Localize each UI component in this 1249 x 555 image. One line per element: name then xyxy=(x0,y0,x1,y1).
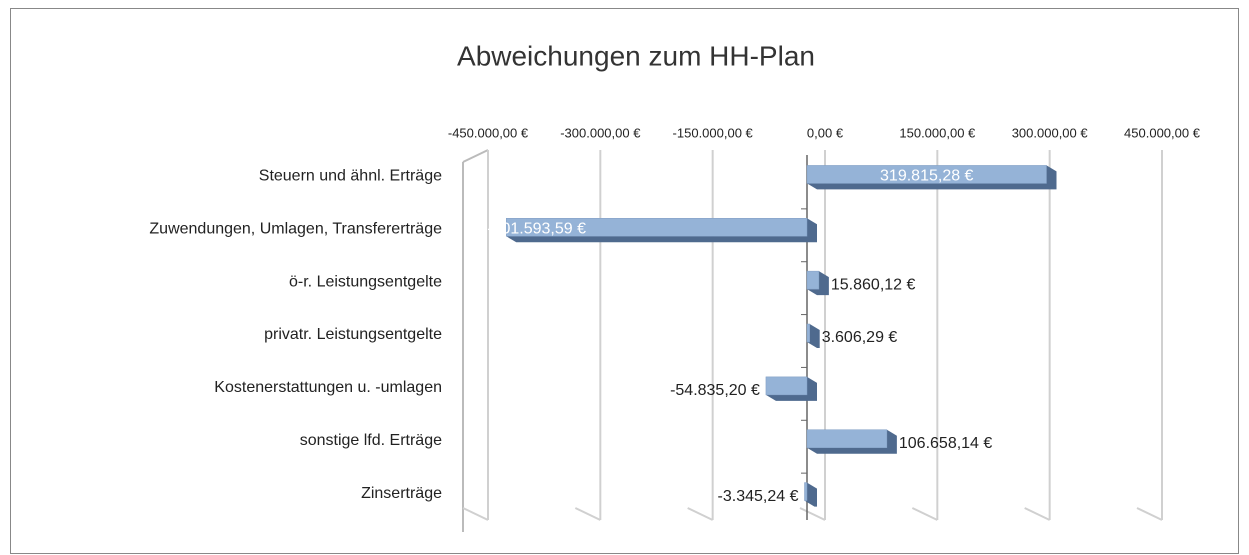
bar xyxy=(765,376,817,401)
bar-front xyxy=(806,429,888,448)
x-tick-label: 450.000,00 € xyxy=(1124,125,1201,140)
bar-side xyxy=(807,324,820,348)
y-tick-label: Steuern und ähnl. Erträge xyxy=(259,168,442,185)
grid-floor xyxy=(799,507,826,521)
x-tick-label: 0,00 € xyxy=(807,125,844,140)
y-tick-label: Kostenerstattungen u. -umlagen xyxy=(214,379,442,396)
bar xyxy=(506,218,817,243)
y-tick-label: Zuwendungen, Umlagen, Transfererträge xyxy=(149,221,442,238)
x-tick-label: -150.000,00 € xyxy=(673,125,754,140)
x-tick-label: 150.000,00 € xyxy=(899,125,976,140)
x-tick-label: 300.000,00 € xyxy=(1012,125,1089,140)
bar xyxy=(806,323,820,348)
grid-floor xyxy=(1024,507,1051,521)
bar-front xyxy=(806,270,820,290)
bar-front xyxy=(806,165,1047,184)
bar-front xyxy=(765,376,808,396)
value-label: 319.815,28 € xyxy=(880,168,974,185)
y-tick-label: ö-r. Leistungsentgelte xyxy=(289,273,442,290)
bar-front xyxy=(806,323,810,343)
grid-floor xyxy=(911,507,938,521)
value-label: -54.835,20 € xyxy=(670,382,760,399)
x-tick-label: -450.000,00 € xyxy=(448,125,529,140)
chart-title: Abweichungen zum HH-Plan xyxy=(457,40,815,71)
grid-floor xyxy=(462,507,489,521)
value-label: -3.345,24 € xyxy=(718,488,799,505)
bar xyxy=(806,270,829,296)
bar xyxy=(806,165,1057,190)
y-tick-label: Zinserträge xyxy=(361,485,442,502)
bar xyxy=(804,482,817,507)
bar xyxy=(806,429,897,454)
bar-side xyxy=(804,482,817,507)
left-wall-top xyxy=(462,149,489,163)
bar-front xyxy=(804,482,808,501)
grid-floor xyxy=(574,507,601,521)
value-label: 3.606,29 € xyxy=(822,329,898,346)
x-tick-label: -300.000,00 € xyxy=(560,125,641,140)
chart-border xyxy=(10,8,1239,554)
grid-floor xyxy=(687,507,714,521)
value-label: -401.593,59 € xyxy=(487,221,586,238)
y-tick-label: privatr. Leistungsentgelte xyxy=(264,326,442,343)
value-label: 15.860,12 € xyxy=(831,276,916,293)
grid-floor xyxy=(1136,507,1163,521)
y-tick-label: sonstige lfd. Erträge xyxy=(300,432,442,449)
value-label: 106.658,14 € xyxy=(899,435,993,452)
bar-front xyxy=(506,218,808,237)
